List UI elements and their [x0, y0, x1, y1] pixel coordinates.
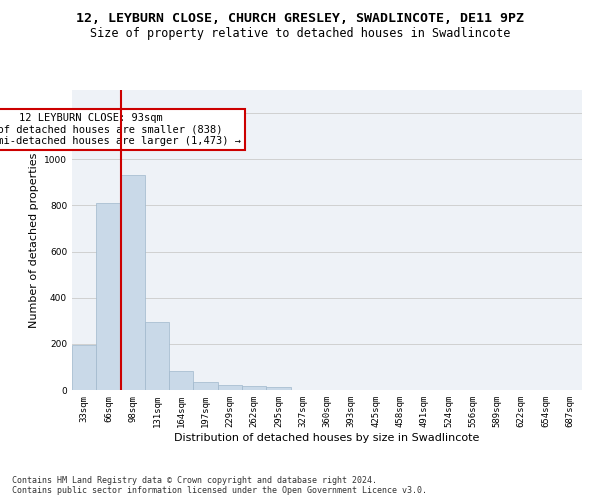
Bar: [218, 386, 242, 390]
Bar: [266, 387, 290, 390]
X-axis label: Distribution of detached houses by size in Swadlincote: Distribution of detached houses by size …: [175, 432, 479, 442]
Bar: [72, 346, 96, 390]
Y-axis label: Number of detached properties: Number of detached properties: [29, 152, 38, 328]
Text: 12 LEYBURN CLOSE: 93sqm
← 36% of detached houses are smaller (838)
63% of semi-d: 12 LEYBURN CLOSE: 93sqm ← 36% of detache…: [0, 113, 241, 146]
Text: 12, LEYBURN CLOSE, CHURCH GRESLEY, SWADLINCOTE, DE11 9PZ: 12, LEYBURN CLOSE, CHURCH GRESLEY, SWADL…: [76, 12, 524, 26]
Text: Size of property relative to detached houses in Swadlincote: Size of property relative to detached ho…: [90, 28, 510, 40]
Bar: [169, 371, 193, 390]
Bar: [242, 386, 266, 390]
Bar: [96, 203, 121, 390]
Bar: [145, 322, 169, 390]
Text: Contains HM Land Registry data © Crown copyright and database right 2024.
Contai: Contains HM Land Registry data © Crown c…: [12, 476, 427, 495]
Bar: [193, 382, 218, 390]
Bar: [121, 176, 145, 390]
